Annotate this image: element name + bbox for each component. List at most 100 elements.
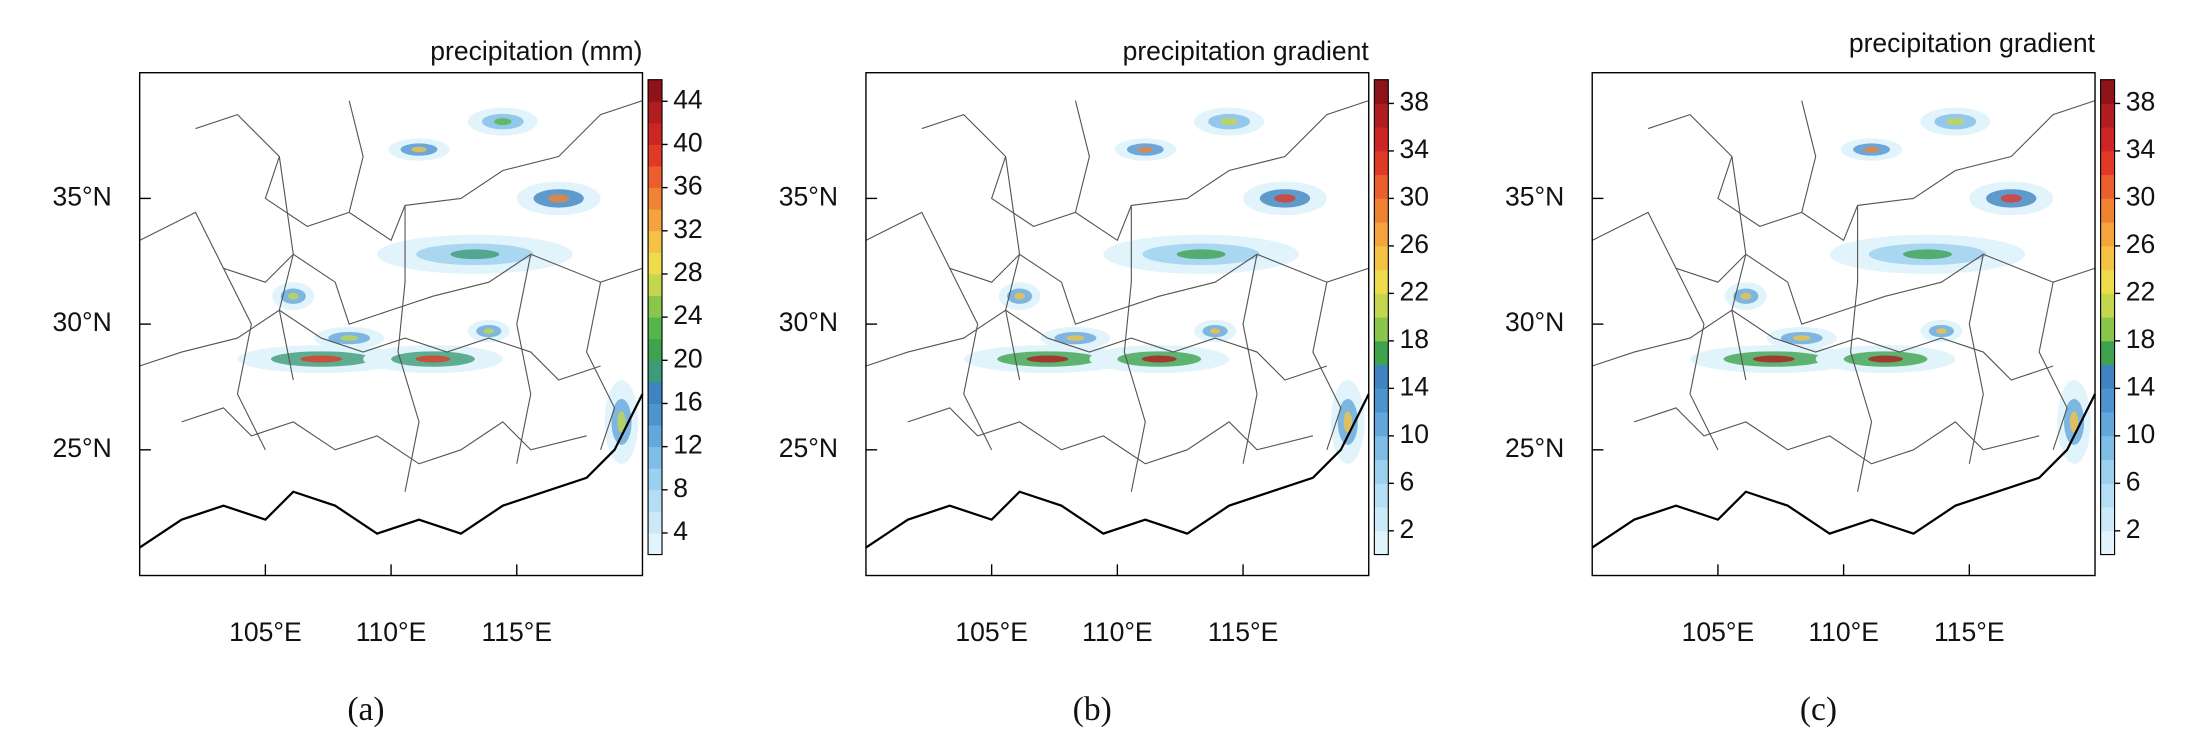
colorbar-segment <box>2100 340 2115 366</box>
field-blob <box>340 335 358 341</box>
colorbar-segment <box>1374 222 1389 247</box>
colorbar-tick-label: 2 <box>2126 514 2141 544</box>
field-blob <box>411 146 427 153</box>
colorbar-tick-label: 40 <box>673 127 703 157</box>
province-border <box>222 267 266 451</box>
province-border <box>1123 205 1146 492</box>
lat-tick-label: 25°N <box>52 433 111 463</box>
colorbar-segment <box>1374 483 1389 508</box>
province-border <box>586 282 616 450</box>
colorbar-segment <box>2100 412 2115 437</box>
lat-tick-label: 25°N <box>779 433 838 463</box>
lat-tick-label: 30°N <box>1505 307 1564 337</box>
colorbar-segment <box>648 446 663 469</box>
colorbar-tick-label: 6 <box>1399 466 1414 496</box>
lon-tick-label: 110°E <box>356 617 427 647</box>
colorbar-tick-label: 2 <box>1399 514 1414 544</box>
province-border <box>949 267 993 451</box>
colorbar-segment <box>648 144 663 167</box>
colorbar-segment <box>648 209 663 232</box>
lon-tick-label: 110°E <box>1082 617 1153 647</box>
province-border <box>865 309 1328 381</box>
colorbar-tick-label: 30 <box>2126 181 2156 211</box>
field-blob <box>548 194 570 203</box>
field-blob <box>1863 146 1880 153</box>
panel-title: precipitation gradient <box>1123 36 1370 66</box>
field-blob <box>300 355 343 363</box>
map-panel: 105°E 110°E 115°E 35°N 30°N 25°N precipitation… <box>779 36 1429 728</box>
lat-tick-label: 30°N <box>52 307 111 337</box>
colorbar-tick-label: 18 <box>2126 324 2156 354</box>
colorbar-segment <box>2100 222 2115 247</box>
lon-tick-label: 115°E <box>1934 617 2005 647</box>
colorbar-segment <box>648 79 663 102</box>
colorbar-tick-label: 22 <box>2126 276 2156 306</box>
colorbar-segment <box>2100 269 2115 294</box>
colorbar-tick-label: 10 <box>1399 419 1429 449</box>
colorbar-segment <box>1374 530 1389 555</box>
field-blob <box>483 328 495 334</box>
colorbar-segment <box>648 166 663 189</box>
colorbar-segment <box>648 252 663 275</box>
colorbar-tick-label: 24 <box>673 300 703 330</box>
colorbar-segment <box>1374 269 1389 294</box>
field-blob <box>1209 328 1221 334</box>
colorbar-segment <box>2100 198 2115 223</box>
colorbar-segment <box>1374 317 1389 342</box>
colorbar-tick-label: 4 <box>673 516 688 546</box>
coastline <box>1591 393 2097 549</box>
lat-tick-label: 35°N <box>52 181 111 211</box>
colorbar-segment <box>1374 198 1389 223</box>
province-border <box>1675 267 1719 451</box>
panel-title: precipitation (mm) <box>430 36 642 66</box>
lon-tick-label: 115°E <box>481 617 552 647</box>
field-blob <box>1946 118 1965 126</box>
province-border <box>348 100 364 213</box>
colorbar-segment <box>2100 174 2115 199</box>
colorbar-tick-label: 36 <box>673 171 703 201</box>
province-border <box>1968 254 1984 464</box>
colorbar-tick-label: 6 <box>2126 466 2141 496</box>
colorbar-segment <box>1374 150 1389 176</box>
province-border <box>1312 282 1342 450</box>
lon-tick-label: 105°E <box>229 617 302 647</box>
province-border <box>139 309 601 381</box>
colorbar-segment <box>648 511 663 534</box>
province-border <box>1801 100 1817 213</box>
colorbar-segment <box>2100 150 2115 176</box>
colorbar-segment <box>648 295 663 318</box>
colorbar-segment <box>1374 412 1389 437</box>
colorbar-tick-label: 38 <box>2126 86 2156 116</box>
colorbar-tick-label: 30 <box>1399 181 1429 211</box>
province-border <box>181 407 587 465</box>
field-blob <box>1220 118 1238 126</box>
colorbar-tick-label: 10 <box>2126 419 2156 449</box>
field-blob <box>1902 249 1952 260</box>
field-blob <box>450 249 500 260</box>
lat-tick-label: 30°N <box>779 307 838 337</box>
colorbar-segment <box>2100 459 2115 484</box>
colorbar-segment <box>1374 435 1389 461</box>
colorbar-segment <box>2100 127 2115 152</box>
colorbar-tick-label: 26 <box>1399 229 1429 259</box>
colorbar-frame <box>1373 79 1389 556</box>
province-border <box>1005 156 1021 381</box>
map-panel: 105°E 110°E 115°E 35°N 30°N 25°N precipitation… <box>1505 28 2155 728</box>
province-border <box>1850 205 1873 492</box>
province-border <box>397 205 420 492</box>
colorbar-segment <box>648 101 663 124</box>
colorbar-segment <box>648 489 663 512</box>
field-blob <box>1936 328 1947 334</box>
panel-caption: (a) <box>347 691 384 728</box>
field-blob <box>2000 194 2022 203</box>
colorbar-segment <box>2100 388 2115 413</box>
colorbar-segment <box>2100 483 2115 508</box>
colorbar-segment <box>648 425 663 448</box>
colorbar-segment <box>1374 459 1389 484</box>
colorbar-segment <box>648 317 663 340</box>
lat-tick-label: 35°N <box>1505 181 1564 211</box>
colorbar-segment <box>648 381 663 404</box>
field-blob <box>1752 355 1795 363</box>
